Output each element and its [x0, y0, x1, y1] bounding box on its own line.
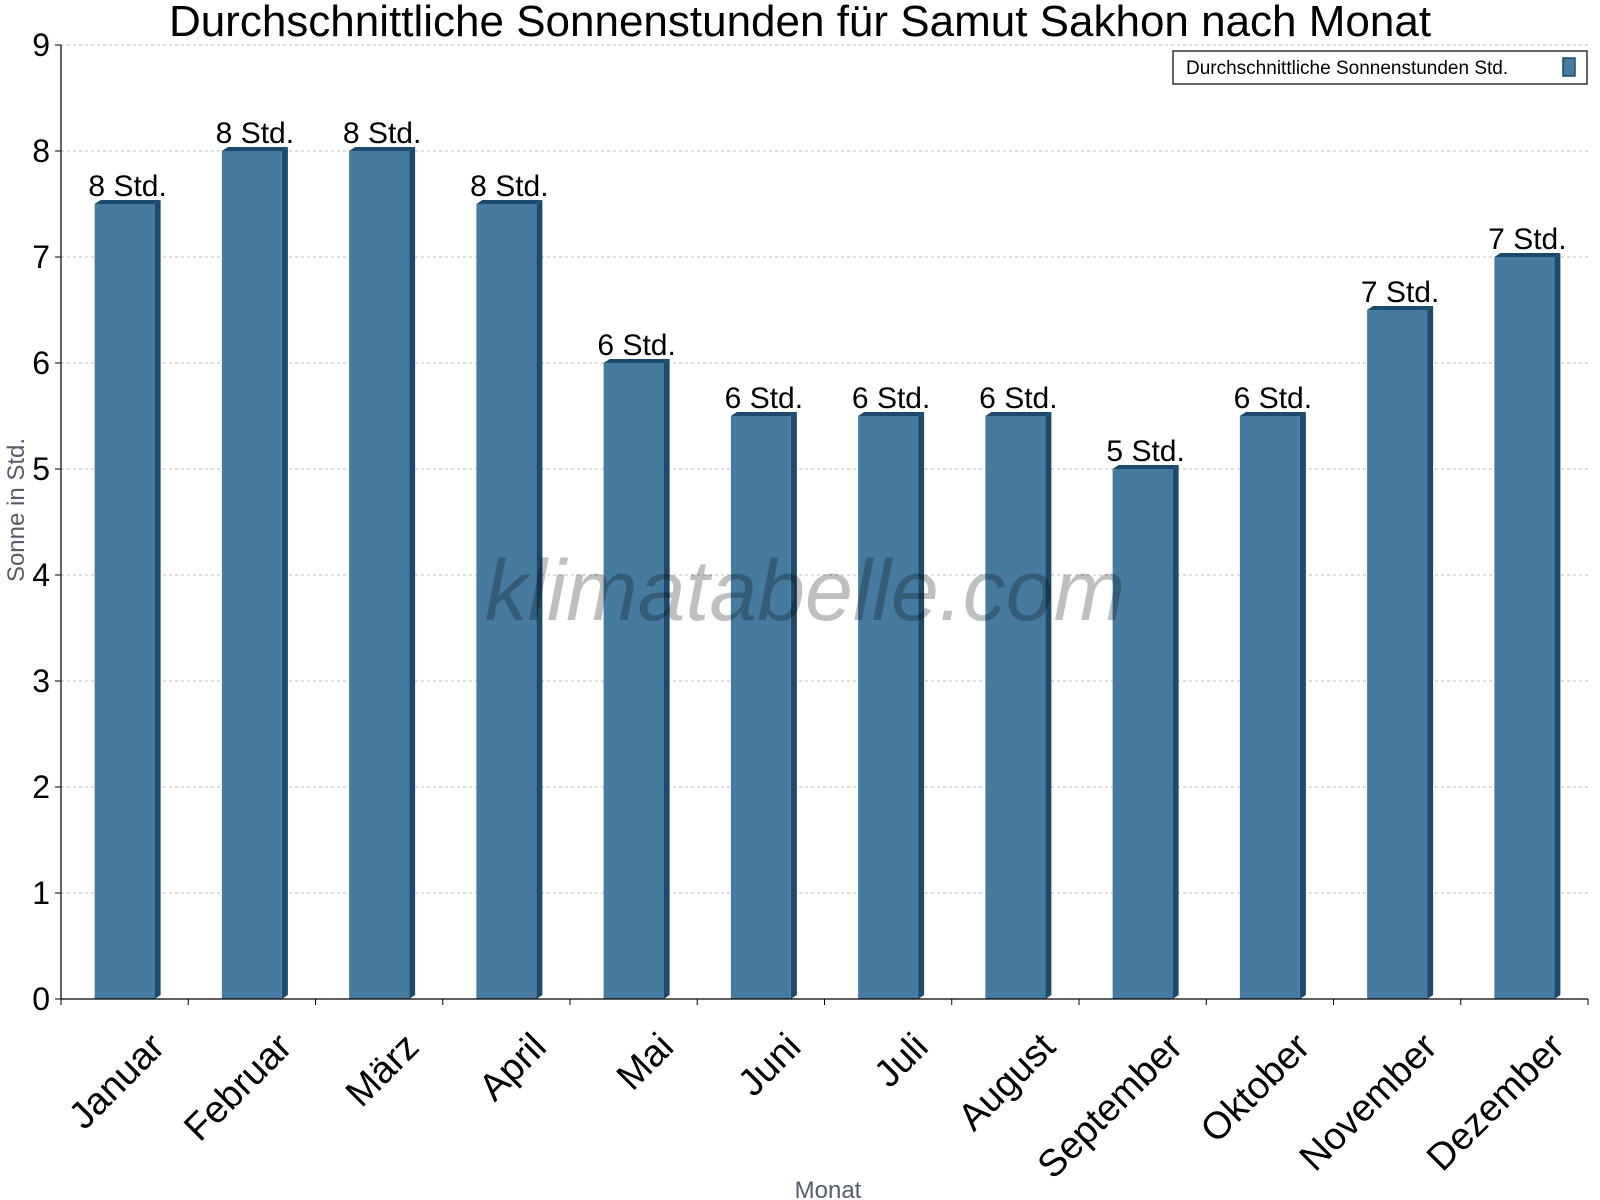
data-label: 6 Std. [1234, 382, 1312, 415]
bar-face [603, 363, 664, 999]
bar [603, 359, 670, 999]
bar-side [1172, 465, 1179, 999]
y-tick-label: 8 [32, 133, 50, 169]
bar-face [221, 151, 282, 999]
y-tick-label: 0 [32, 981, 50, 1017]
y-tick-label: 7 [32, 239, 50, 275]
y-tick-label: 5 [32, 451, 50, 487]
x-category-label: April [471, 1026, 554, 1109]
legend-box [1172, 50, 1588, 85]
bar-side [1427, 306, 1434, 999]
bar-side [409, 147, 416, 999]
y-tick-label: 6 [32, 345, 50, 381]
y-tick-label: 4 [32, 557, 50, 593]
data-label: 8 Std. [343, 117, 421, 150]
y-tick-label: 1 [32, 875, 50, 911]
bar-face [1367, 310, 1428, 999]
x-category-label: Oktober [1193, 1025, 1319, 1151]
bar [476, 200, 543, 999]
data-label: 7 Std. [1488, 223, 1566, 256]
bar-top [1112, 465, 1179, 469]
data-labels: 8 Std. 8 Std. 8 Std. 8 Std. 6 Std. 6 Std. 6 St… [88, 117, 1566, 468]
bar-face [349, 151, 410, 999]
bar-top [1239, 412, 1306, 416]
bar-face [1112, 469, 1173, 999]
bar-face [1494, 257, 1555, 999]
bar [1494, 253, 1561, 999]
bar-face [94, 204, 155, 999]
data-label: 6 Std. [979, 382, 1057, 415]
x-category-label: August [950, 1025, 1064, 1139]
bar-face [858, 416, 919, 999]
y-tick-label: 9 [32, 27, 50, 63]
x-category-labels: Januar Februar März April Mai Juni Juli AugustS… [61, 1025, 1573, 1186]
bar-side [1045, 412, 1052, 999]
bar-side [1299, 412, 1306, 999]
x-axis-title: Monat [795, 1177, 862, 1200]
bar-side [281, 147, 288, 999]
x-category-label: Mai [609, 1026, 682, 1099]
x-category-label: März [338, 1026, 427, 1115]
bar-top [858, 412, 925, 416]
bar-side [790, 412, 797, 999]
bar [858, 412, 925, 999]
x-category-label: November [1292, 1025, 1446, 1179]
bar [349, 147, 416, 999]
data-label: 6 Std. [725, 382, 803, 415]
bar [1112, 465, 1179, 999]
bar-top [349, 147, 416, 151]
bar-top [1367, 306, 1434, 310]
bar-face [1239, 416, 1300, 999]
data-label: 8 Std. [470, 170, 548, 203]
legend-label: Durchschnittliche Sonnenstunden Std. [1186, 58, 1508, 79]
y-tick-labels: 0 1 2 3 4 5 6 7 8 9 [32, 27, 50, 1017]
bar-top [221, 147, 288, 151]
bar [1367, 306, 1434, 999]
bar-side [663, 359, 670, 999]
bar-top [476, 200, 543, 204]
y-axis-title: Sonne in Std. [3, 438, 30, 582]
x-category-label: Juli [866, 1026, 936, 1096]
bar-face [985, 416, 1046, 999]
data-label: 7 Std. [1361, 276, 1439, 309]
bar-side [1554, 253, 1561, 999]
bar [1239, 412, 1306, 999]
bar-top [985, 412, 1052, 416]
bar [985, 412, 1052, 999]
chart-title: Durchschnittliche Sonnenstunden für Samu… [169, 0, 1431, 46]
bar-top [730, 412, 797, 416]
legend-swatch [1562, 57, 1576, 77]
bar [221, 147, 288, 999]
x-category-label: Dezember [1419, 1025, 1573, 1179]
data-label: 8 Std. [88, 170, 166, 203]
bar-face [730, 416, 791, 999]
bar-face [476, 204, 537, 999]
axes [55, 44, 1589, 1005]
y-tick-label: 3 [32, 663, 50, 699]
bars [94, 147, 1561, 999]
data-label: 8 Std. [216, 117, 294, 150]
bar-side [536, 200, 543, 999]
bar-top [94, 200, 161, 204]
bar-top [1494, 253, 1561, 257]
data-label: 5 Std. [1106, 435, 1184, 468]
x-category-label: Februar [176, 1025, 300, 1149]
bar-side [154, 200, 161, 999]
bar [94, 200, 161, 999]
watermark-text: klimatabelle.com [485, 543, 1125, 639]
x-category-label: Januar [61, 1025, 173, 1137]
legend: Durchschnittliche Sonnenstunden Std. [1172, 50, 1588, 85]
bar-top [603, 359, 670, 363]
bar [730, 412, 797, 999]
data-label: 6 Std. [597, 329, 675, 362]
data-label: 6 Std. [852, 382, 930, 415]
x-category-label: Juni [730, 1026, 809, 1105]
gridlines [61, 44, 1588, 894]
bar-side [918, 412, 925, 999]
y-tick-label: 2 [32, 769, 50, 805]
